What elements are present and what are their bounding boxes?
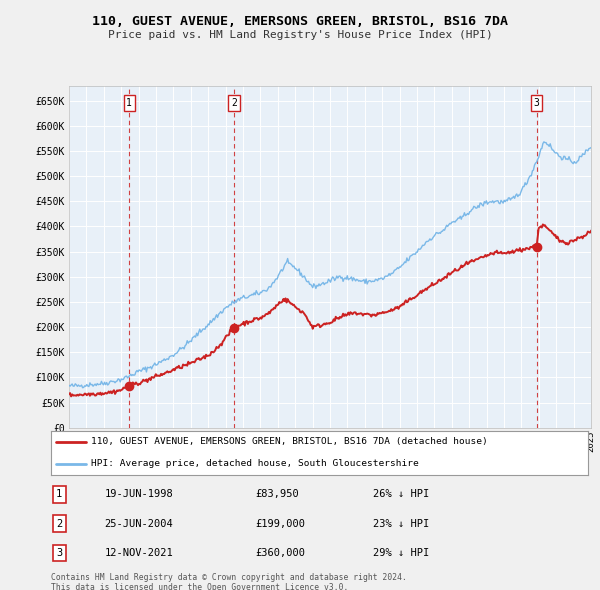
Text: 12-NOV-2021: 12-NOV-2021 [105, 548, 173, 558]
Text: HPI: Average price, detached house, South Gloucestershire: HPI: Average price, detached house, Sout… [91, 460, 419, 468]
Text: £199,000: £199,000 [255, 519, 305, 529]
Text: 19-JUN-1998: 19-JUN-1998 [105, 489, 173, 499]
Text: 3: 3 [533, 98, 539, 108]
Text: Contains HM Land Registry data © Crown copyright and database right 2024.: Contains HM Land Registry data © Crown c… [51, 573, 407, 582]
Text: 25-JUN-2004: 25-JUN-2004 [105, 519, 173, 529]
Text: 23% ↓ HPI: 23% ↓ HPI [373, 519, 430, 529]
Text: 2: 2 [231, 98, 237, 108]
Text: 110, GUEST AVENUE, EMERSONS GREEN, BRISTOL, BS16 7DA (detached house): 110, GUEST AVENUE, EMERSONS GREEN, BRIST… [91, 437, 488, 446]
Text: 1: 1 [56, 489, 62, 499]
Text: Price paid vs. HM Land Registry's House Price Index (HPI): Price paid vs. HM Land Registry's House … [107, 30, 493, 40]
Text: 1: 1 [126, 98, 132, 108]
Text: £360,000: £360,000 [255, 548, 305, 558]
Text: 2: 2 [56, 519, 62, 529]
Text: £83,950: £83,950 [255, 489, 299, 499]
Text: 29% ↓ HPI: 29% ↓ HPI [373, 548, 430, 558]
Text: 110, GUEST AVENUE, EMERSONS GREEN, BRISTOL, BS16 7DA: 110, GUEST AVENUE, EMERSONS GREEN, BRIST… [92, 15, 508, 28]
Text: This data is licensed under the Open Government Licence v3.0.: This data is licensed under the Open Gov… [51, 583, 349, 590]
Text: 3: 3 [56, 548, 62, 558]
Text: 26% ↓ HPI: 26% ↓ HPI [373, 489, 430, 499]
